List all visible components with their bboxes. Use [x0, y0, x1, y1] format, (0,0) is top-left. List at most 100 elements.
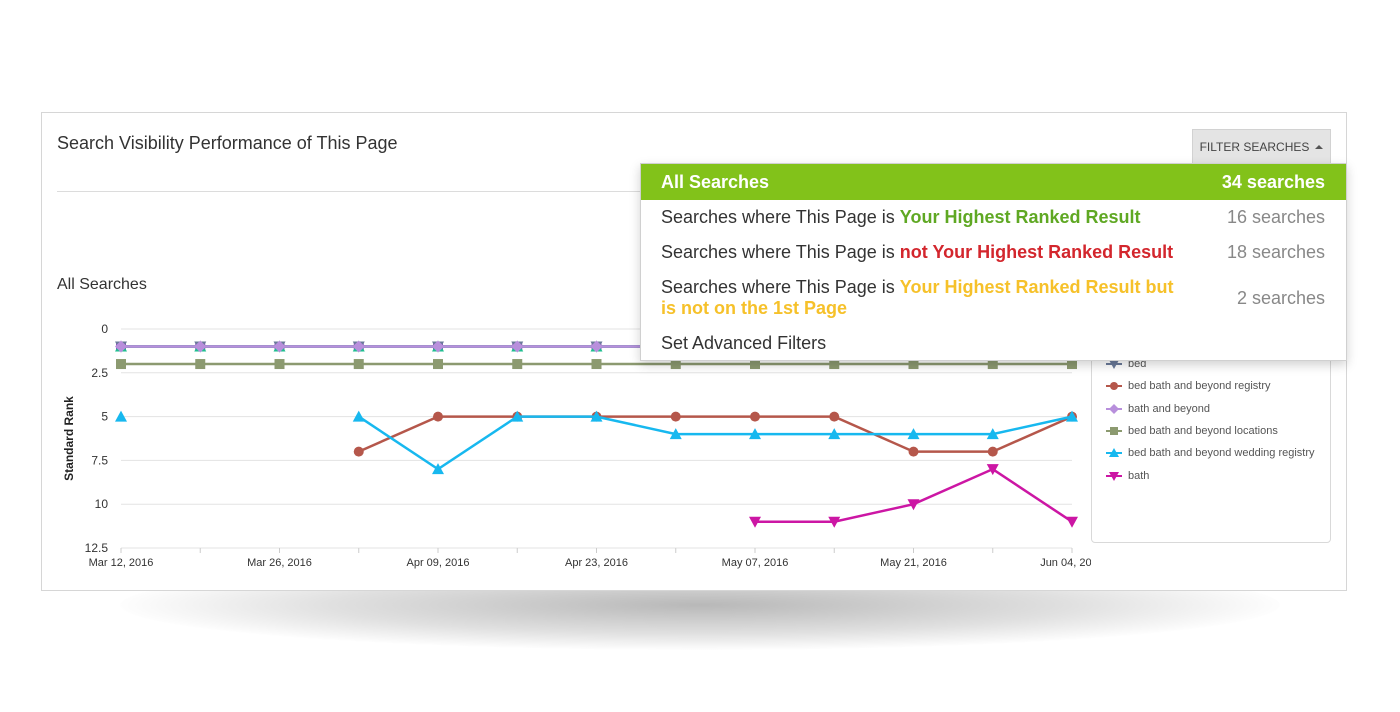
point-marker [750, 411, 760, 422]
filter-prefix-text: Searches where This Page is [661, 277, 900, 297]
point-marker [829, 411, 840, 422]
point-marker [274, 359, 285, 370]
point-marker [986, 428, 999, 440]
x-tick-label: Apr 23, 2016 [565, 557, 628, 569]
legend-marker-icon [1106, 448, 1122, 458]
x-tick-label: Mar 26, 2016 [247, 557, 312, 569]
legend-label: bath [1128, 469, 1150, 482]
filter-all-searches-count: 34 searches [1221, 171, 1325, 192]
point-marker [1066, 410, 1078, 422]
point-marker [750, 359, 760, 370]
x-tick-label: Apr 09, 2016 [407, 557, 470, 569]
filter-not-highest-ranked-label: Searches where This Page is not Your Hig… [661, 242, 1173, 263]
point-marker [828, 428, 841, 440]
x-tick-label: Jun 04, 2016 [1040, 557, 1091, 569]
legend-label: bed bath and beyond wedding registry [1128, 447, 1315, 460]
point-marker [590, 410, 603, 422]
point-marker [353, 359, 364, 370]
filter-highlight-text-line2: is not on the 1st Page [661, 298, 848, 318]
filter-not-highest-ranked-count: 18 searches [1226, 242, 1325, 262]
filter-highest-not-first-page-label: Searches where This Page is Your Highest… [661, 277, 1174, 319]
y-tick-label: 5 [101, 410, 108, 424]
point-marker [987, 446, 998, 457]
point-marker [273, 340, 286, 353]
point-marker [194, 340, 207, 353]
filter-highest-not-first-page[interactable]: Searches where This Page is Your Highest… [641, 270, 1346, 326]
point-marker [1066, 516, 1078, 528]
filter-highlight-text: Your Highest Ranked Result [899, 207, 1141, 227]
y-tick-label: 0 [101, 322, 108, 336]
point-marker [908, 446, 919, 457]
filter-set-advanced[interactable]: Set Advanced Filters [641, 326, 1346, 361]
point-marker [908, 359, 919, 370]
legend-marker-icon [1106, 359, 1122, 369]
legend-item[interactable]: bed bath and beyond locations [1106, 425, 1278, 437]
legend-label: bed bath and beyond locations [1128, 425, 1278, 437]
filter-highlight-text: not Your Highest Ranked Result [899, 242, 1174, 262]
legend-item[interactable]: bed bath and beyond wedding registry [1106, 447, 1315, 459]
point-marker [590, 340, 603, 353]
filter-not-highest-ranked[interactable]: Searches where This Page is not Your Hig… [641, 235, 1346, 270]
x-tick-label: Mar 12, 2016 [89, 557, 154, 569]
filter-set-advanced-label: Set Advanced Filters [661, 333, 827, 353]
filter-highest-ranked-count: 16 searches [1226, 207, 1325, 227]
series-line [755, 467, 1073, 523]
filter-searches-label: FILTER SEARCHES [1199, 140, 1310, 154]
legend-item[interactable]: bath and beyond [1106, 403, 1210, 415]
point-marker [591, 359, 602, 370]
legend-item[interactable]: bed bath and beyond registry [1106, 380, 1271, 392]
point-marker [986, 464, 999, 476]
x-tick-label: May 07, 2016 [722, 557, 789, 569]
point-marker [195, 359, 206, 370]
point-marker [828, 516, 841, 528]
filter-all-searches[interactable]: All Searches 34 searches [641, 164, 1346, 200]
point-marker [433, 411, 443, 422]
legend-marker-icon [1106, 403, 1122, 414]
legend-label: bed bath and beyond registry [1128, 380, 1271, 393]
point-marker [749, 428, 761, 440]
point-marker [432, 340, 444, 353]
y-tick-label: 12.5 [85, 541, 109, 555]
filter-highest-ranked-label: Searches where This Page is Your Highest… [661, 207, 1141, 228]
filter-searches-button[interactable]: FILTER SEARCHES [1192, 129, 1331, 165]
point-marker [115, 340, 127, 353]
filter-all-searches-label: All Searches [661, 171, 770, 192]
legend-label: bath and beyond [1128, 402, 1210, 415]
point-marker [669, 428, 682, 440]
legend-marker-icon [1106, 471, 1122, 481]
point-marker [749, 516, 761, 528]
point-marker [352, 410, 365, 422]
legend-marker-icon [1106, 382, 1122, 391]
point-marker [829, 359, 840, 370]
point-marker [116, 359, 126, 370]
filter-prefix-text: Searches where This Page is [661, 207, 900, 227]
point-marker [987, 359, 998, 370]
point-marker [512, 359, 523, 370]
point-marker [670, 359, 681, 370]
filter-highlight-text: Your Highest Ranked Result but [899, 277, 1174, 297]
point-marker [115, 410, 127, 422]
filter-highest-ranked[interactable]: Searches where This Page is Your Highest… [641, 200, 1346, 235]
legend-item[interactable]: bath [1106, 470, 1149, 482]
filter-highest-not-first-page-count: 2 searches [1236, 287, 1325, 308]
series-line [358, 415, 1073, 471]
rank-line-chart: 0 2.5 5 7.5 10 12.5 Mar 12, 2016 Mar 26, 2016 Ap… [62, 322, 1091, 569]
filter-prefix-text: Searches where This Page is [661, 242, 900, 262]
y-tick-label: 2.5 [91, 366, 108, 380]
caret-up-icon [1315, 145, 1324, 149]
point-marker [907, 499, 920, 511]
y-tick-label: 7.5 [91, 453, 108, 467]
y-tick-label: 10 [95, 497, 109, 511]
legend-marker-icon [1106, 427, 1122, 435]
point-marker [433, 359, 443, 370]
point-marker [353, 446, 364, 457]
y-axis-label: Standard Rank [62, 396, 76, 481]
point-marker [670, 411, 681, 422]
x-tick-label: May 21, 2016 [880, 557, 947, 569]
filter-searches-dropdown: All Searches 34 searches Searches where … [640, 163, 1347, 361]
point-marker [432, 463, 444, 475]
series-line [358, 415, 1073, 453]
chart-title: All Searches [57, 276, 147, 293]
point-marker [907, 428, 920, 440]
